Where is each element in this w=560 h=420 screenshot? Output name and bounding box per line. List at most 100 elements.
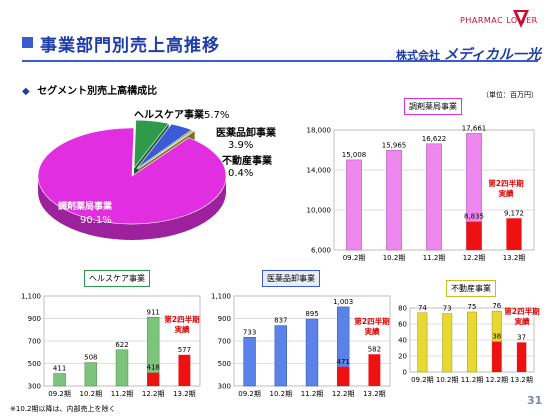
- data-label-h1: 8,835: [464, 213, 484, 221]
- section-label: セグメント別売上高構成比: [37, 86, 158, 97]
- annotation-label: 第2四半期: [164, 314, 200, 324]
- company-brand: メディカル一光: [443, 47, 541, 63]
- bar: [274, 325, 288, 387]
- chart-title-wholesale: 医薬品卸事業: [262, 270, 320, 287]
- data-label: 16,622: [422, 135, 447, 143]
- pie-label-pharmacy: 調剤薬局事業 90.1%: [58, 200, 112, 228]
- flower-logo-icon: [513, 10, 529, 28]
- bar: [346, 159, 362, 251]
- data-label-h1: 577: [178, 346, 191, 354]
- pie-label-wholesale-value: 3.9%: [228, 140, 254, 151]
- footnote: ※10.2期以降は、内部売上を除く: [10, 405, 116, 413]
- chart-title-realestate: 不動産事業: [446, 280, 496, 297]
- chart-title-pharmacy: 調剤薬局事業: [404, 98, 462, 115]
- section-heading: ◆ セグメント別売上高構成比: [22, 82, 157, 97]
- unit-note: （単位：百万円）: [482, 91, 538, 99]
- data-label: 622: [115, 341, 128, 349]
- x-tick-label: 09.2期: [343, 254, 366, 262]
- x-tick-label: 09.2期: [411, 376, 434, 384]
- pie-label-pharmacy-name: 調剤薬局事業: [58, 202, 113, 212]
- pie-slice-0: [37, 127, 227, 225]
- x-tick-label: 13.2期: [173, 390, 196, 398]
- y-tick-label: 0: [403, 369, 407, 377]
- annotation-label: 実績: [499, 188, 514, 198]
- x-tick-label: 10.2期: [383, 254, 406, 262]
- y-tick-label: 6,000: [311, 247, 331, 255]
- y-tick-label: 20: [398, 353, 407, 361]
- x-tick-label: 12.2期: [463, 254, 486, 262]
- y-tick-label: 40: [398, 337, 407, 345]
- data-label: 508: [84, 354, 97, 362]
- annotation-label: 第2四半期: [504, 306, 540, 316]
- y-tick-label: 300: [28, 383, 41, 391]
- y-tick-label: 500: [218, 360, 231, 368]
- pie-label-realestate-value: 0.4%: [228, 168, 254, 179]
- data-label: 733: [243, 328, 256, 336]
- y-tick-label: 700: [218, 338, 231, 346]
- annotation-label: 実績: [515, 316, 530, 326]
- data-label: 17,661: [462, 124, 487, 132]
- pie-label-realestate-name: 不動産事業: [222, 156, 272, 167]
- company-name: 株式会社 メディカル一光: [396, 44, 541, 64]
- brand-logo: PHARMAC LOWER: [460, 16, 538, 25]
- bar-h1: [178, 354, 191, 386]
- bar: [466, 311, 478, 373]
- bar-chart-healthcare: 1,100 900 700 500 300 09.2期 411 10.2期 508 11.2期 62…: [21, 293, 201, 398]
- pie-label-wholesale-name: 医薬品卸事業: [216, 128, 276, 139]
- x-tick-label: 13.2期: [363, 390, 386, 398]
- title-marker: [22, 37, 33, 48]
- y-tick-label: 14,000: [307, 167, 332, 175]
- y-tick-label: 60: [398, 321, 407, 329]
- y-tick-label: 900: [28, 315, 41, 323]
- y-tick-label: 300: [218, 383, 231, 391]
- y-tick-label: 500: [28, 360, 41, 368]
- data-label: 15,965: [382, 141, 407, 149]
- y-tick-label: 1,100: [211, 293, 231, 301]
- bar-h1: [516, 342, 527, 372]
- data-label-h1: 9,172: [504, 209, 524, 217]
- bar: [243, 336, 256, 387]
- bar-h1: [147, 372, 160, 386]
- pie-label-realestate: 不動産事業 0.4%: [222, 156, 272, 180]
- bar: [84, 362, 98, 387]
- bar: [417, 312, 428, 373]
- data-label: 74: [418, 304, 427, 312]
- company-prefix: 株式会社: [396, 49, 440, 62]
- pie-label-pharmacy-value: 90.1%: [80, 215, 112, 226]
- y-tick-label: 18,000: [307, 127, 332, 135]
- y-tick-label: 1,100: [21, 293, 41, 301]
- data-label-h1: 37: [517, 333, 526, 341]
- data-label: 73: [443, 305, 452, 313]
- bar-h1: [466, 221, 482, 250]
- data-label: 911: [147, 308, 160, 316]
- y-tick-label: 900: [218, 315, 231, 323]
- x-tick-label: 09.2期: [48, 390, 71, 398]
- data-label: 15,008: [342, 151, 367, 159]
- title-rule: [22, 60, 538, 62]
- y-tick-label: 700: [28, 338, 41, 346]
- x-tick-label: 11.2期: [423, 254, 446, 262]
- bar: [305, 318, 319, 387]
- bar: [426, 143, 442, 251]
- annotation-label: 実績: [175, 324, 190, 334]
- diamond-icon: ◆: [22, 86, 30, 97]
- data-label: 837: [274, 317, 287, 325]
- x-tick-label: 12.2期: [142, 390, 165, 398]
- pie-label-wholesale: 医薬品卸事業 3.9%: [216, 128, 276, 152]
- bar-h1: [506, 218, 522, 250]
- annotation-label: 実績: [365, 326, 380, 336]
- data-label: 411: [53, 365, 66, 373]
- data-label-h1: 582: [368, 345, 381, 353]
- bar: [442, 313, 453, 373]
- data-label: 75: [468, 303, 477, 311]
- pie-label-healthcare: ヘルスケア事業5.7%: [134, 106, 229, 121]
- bar-h1: [337, 366, 350, 386]
- page-number: 31: [527, 394, 543, 407]
- bar-chart-pharmacy: 18,000 14,000 10,000 6,000 09.2期 15,008 10.2期 1…: [307, 124, 535, 262]
- annotation-label: 第2四半期: [354, 316, 390, 326]
- pie-label-healthcare-value: 5.7%: [204, 110, 230, 121]
- bar-chart-wholesale: 1,100 900 700 500 300 09.2期 733 10.2期 837 11.2期 89…: [211, 293, 391, 398]
- x-tick-label: 09.2期: [238, 390, 261, 398]
- data-label-h1: 38: [492, 333, 501, 341]
- data-label-h1: 471: [337, 358, 350, 366]
